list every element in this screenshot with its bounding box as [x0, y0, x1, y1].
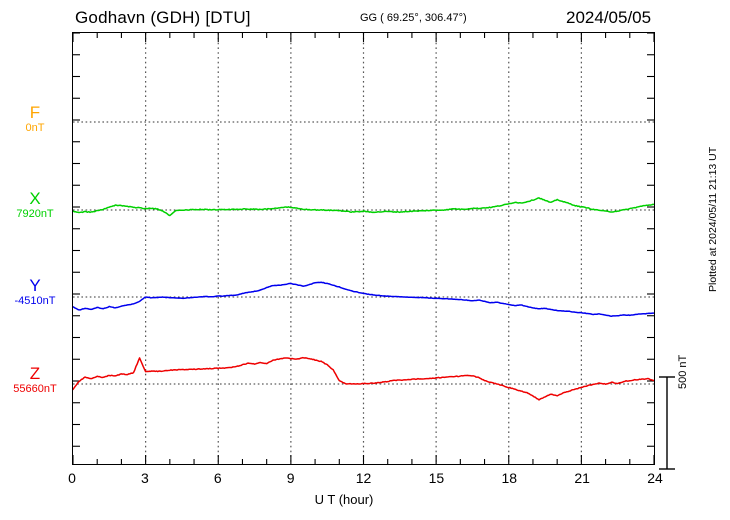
x-tick-18: 18	[501, 470, 518, 486]
trace-x	[73, 197, 654, 217]
trace-z	[73, 356, 654, 401]
component-letter-y: Y	[29, 276, 41, 295]
component-baseline-z: 55660nT	[13, 382, 57, 395]
x-tick-24: 24	[647, 470, 663, 486]
component-letter-x: X	[29, 189, 41, 208]
component-label-x: X 7920nT	[0, 190, 70, 220]
x-tick-0: 0	[68, 470, 76, 486]
x-axis-title-text: U T (hour)	[314, 492, 374, 507]
component-letter-f: F	[29, 103, 41, 122]
scale-bar-label: 500 nT	[677, 354, 689, 389]
page-title: Godhavn (GDH) [DTU]	[75, 8, 251, 27]
scale-bar: 500 nT	[657, 355, 697, 471]
x-tick-6: 6	[213, 470, 222, 486]
x-tick-12: 12	[355, 470, 372, 486]
x-tick-21: 21	[574, 470, 590, 486]
component-baseline-y: -4510nT	[14, 294, 56, 307]
component-baseline-f: 0nT	[25, 121, 45, 134]
geographic-coordinates: GG ( 69.25°, 306.47°)	[360, 12, 467, 24]
magnetogram-svg	[73, 33, 654, 464]
x-tick-3: 3	[140, 470, 149, 486]
component-baseline-x: 7920nT	[16, 207, 54, 220]
scale-bar-glyph	[659, 376, 675, 470]
x-axis-title: U T (hour)	[0, 492, 730, 507]
trace-y	[73, 281, 654, 317]
component-letter-z: Z	[29, 364, 41, 383]
component-label-z: Z 55660nT	[0, 365, 70, 395]
x-tick-15: 15	[428, 470, 445, 486]
x-tick-9: 9	[286, 470, 295, 486]
date-label: 2024/05/05	[566, 8, 652, 27]
component-label-y: Y -4510nT	[0, 277, 70, 307]
plotted-at-timestamp: Plotted at 2024/05/11 21:13 UT	[707, 146, 719, 292]
magnetogram-plot-area	[72, 32, 655, 465]
component-label-f: F 0nT	[0, 104, 70, 134]
